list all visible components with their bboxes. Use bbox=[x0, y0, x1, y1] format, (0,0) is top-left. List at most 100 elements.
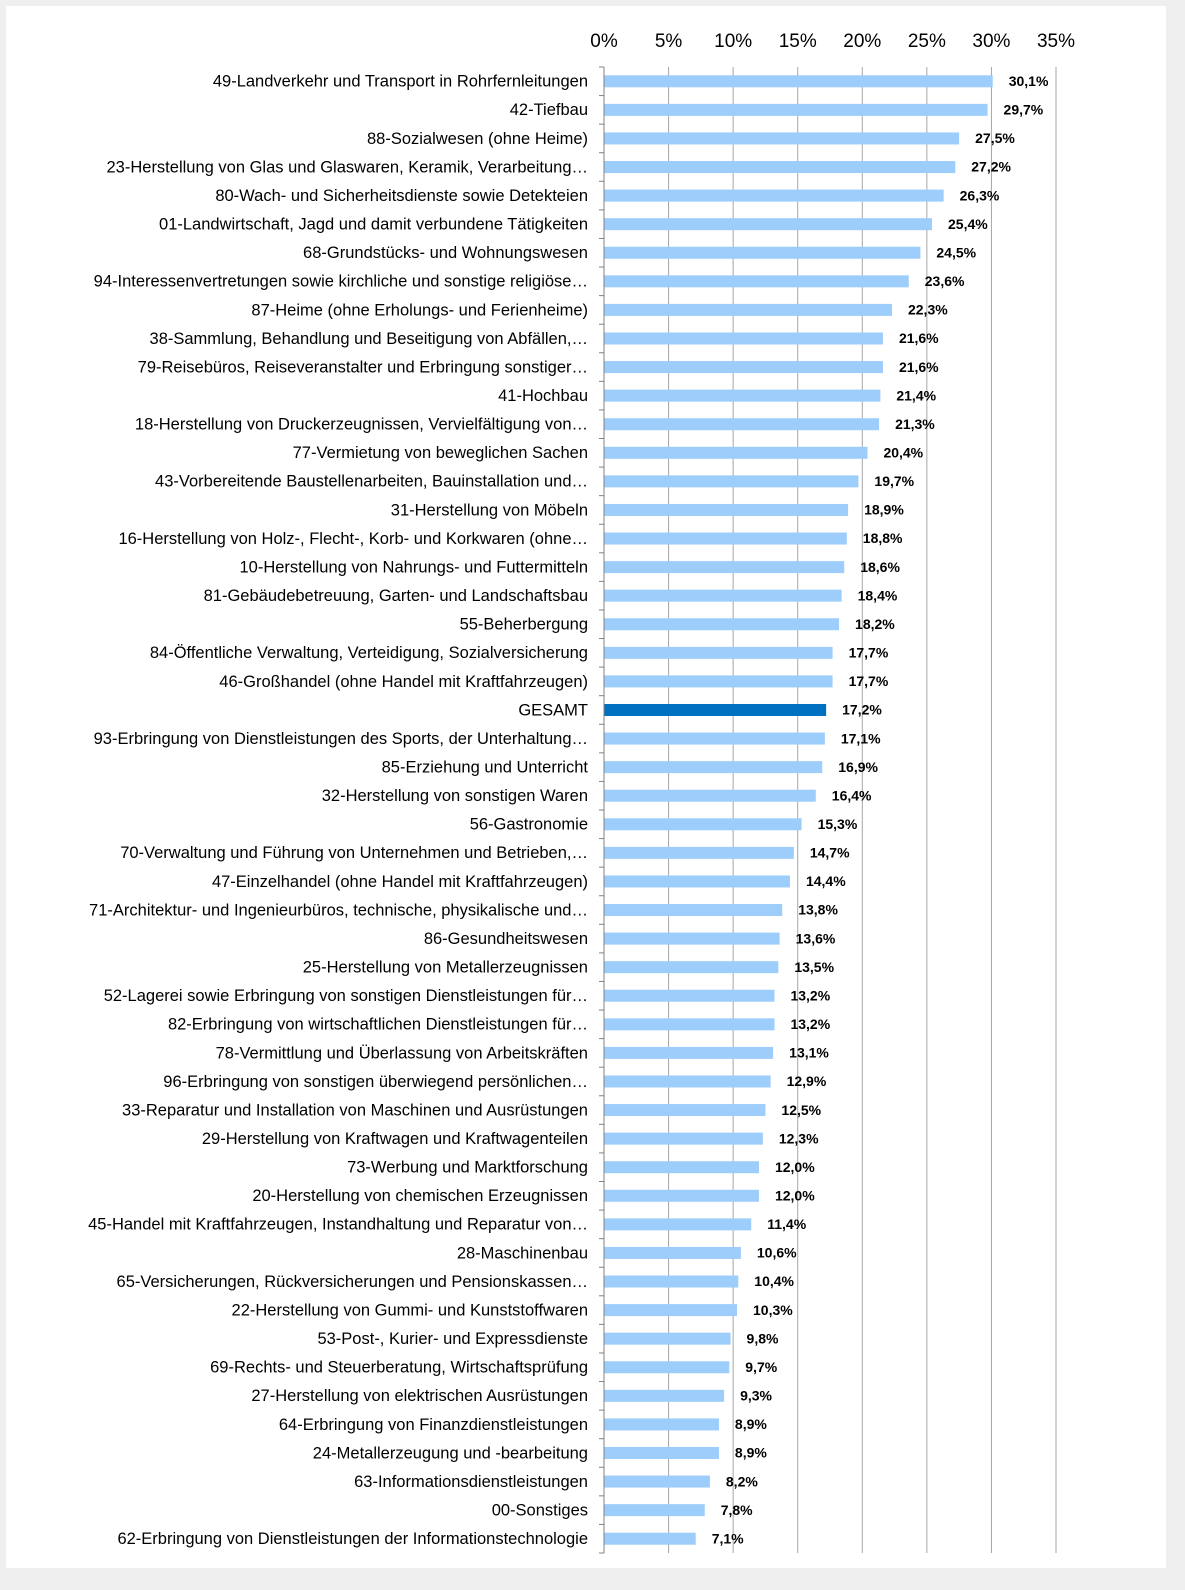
x-tick-label: 30% bbox=[972, 31, 1010, 52]
y-tick-label: 27-Herstellung von elektrischen Ausrüstu… bbox=[251, 1387, 588, 1405]
y-tick-label: 64-Erbringung von Finanzdienstleistungen bbox=[279, 1416, 588, 1434]
y-tick-label: 53-Post-, Kurier- und Expressdienste bbox=[317, 1330, 588, 1348]
bar bbox=[604, 1504, 705, 1517]
value-label: 17,7% bbox=[849, 645, 889, 661]
value-label: 10,3% bbox=[753, 1302, 793, 1318]
value-label: 12,5% bbox=[781, 1102, 821, 1118]
y-tick-label: 78-Vermittlung und Überlassung von Arbei… bbox=[216, 1044, 588, 1062]
y-tick-label: 22-Herstellung von Gummi- und Kunststoff… bbox=[232, 1301, 588, 1319]
value-label: 20,4% bbox=[883, 444, 923, 460]
y-tick-label: 85-Erziehung und Unterricht bbox=[382, 758, 589, 776]
value-label: 18,9% bbox=[864, 502, 904, 518]
y-tick-label: 87-Heime (ohne Erholungs- und Ferienheim… bbox=[251, 301, 588, 319]
x-tick-label: 35% bbox=[1037, 31, 1075, 52]
y-tick-label: GESAMT bbox=[518, 701, 588, 719]
value-label: 9,8% bbox=[747, 1330, 779, 1346]
bar bbox=[604, 732, 825, 745]
y-tick-label: 73-Werbung und Marktforschung bbox=[347, 1159, 588, 1177]
value-label: 9,7% bbox=[745, 1359, 777, 1375]
bar bbox=[604, 503, 849, 516]
y-tick-label: 33-Reparatur und Installation von Maschi… bbox=[122, 1101, 588, 1119]
value-label: 8,2% bbox=[726, 1473, 758, 1489]
y-tick-label: 93-Erbringung von Dienstleistungen des S… bbox=[94, 730, 588, 748]
bar bbox=[604, 1275, 739, 1288]
bar bbox=[604, 189, 944, 202]
y-tick-label: 20-Herstellung von chemischen Erzeugniss… bbox=[252, 1187, 588, 1205]
value-label: 22,3% bbox=[908, 302, 948, 318]
y-tick-label: 52-Lagerei sowie Erbringung von sonstige… bbox=[104, 987, 588, 1005]
y-tick-label: 81-Gebäudebetreuung, Garten- und Landsch… bbox=[204, 587, 588, 605]
y-tick-label: 24-Metallerzeugung und -bearbeitung bbox=[313, 1444, 588, 1462]
bar bbox=[604, 446, 868, 459]
x-tick-label: 5% bbox=[655, 31, 683, 52]
value-label: 12,0% bbox=[775, 1159, 815, 1175]
bar bbox=[604, 961, 779, 974]
bar bbox=[604, 703, 827, 716]
bar bbox=[604, 789, 816, 802]
y-tick-label: 00-Sonstiges bbox=[492, 1501, 588, 1519]
y-tick-label: 69-Rechts- und Steuerberatung, Wirtschaf… bbox=[210, 1359, 588, 1377]
bar bbox=[604, 389, 881, 402]
y-tick-label: 96-Erbringung von sonstigen überwiegend … bbox=[163, 1073, 588, 1091]
value-label: 16,4% bbox=[832, 787, 872, 803]
y-tick-label: 43-Vorbereitende Baustellenarbeiten, Bau… bbox=[155, 473, 588, 491]
bar bbox=[604, 561, 845, 574]
value-label: 12,0% bbox=[775, 1187, 815, 1203]
bar bbox=[604, 1132, 763, 1145]
bar bbox=[604, 761, 823, 774]
value-label: 13,1% bbox=[789, 1045, 829, 1061]
value-label: 21,4% bbox=[896, 387, 936, 403]
value-label: 19,7% bbox=[874, 473, 914, 489]
bar bbox=[604, 1446, 719, 1459]
bar bbox=[604, 275, 909, 288]
value-label: 26,3% bbox=[960, 187, 1000, 203]
y-tick-label: 84-Öffentliche Verwaltung, Verteidigung,… bbox=[150, 644, 588, 662]
value-label: 27,2% bbox=[971, 159, 1011, 175]
bar bbox=[604, 75, 993, 88]
value-label: 9,3% bbox=[740, 1388, 772, 1404]
value-label: 18,4% bbox=[858, 587, 898, 603]
y-tick-label: 68-Grundstücks- und Wohnungswesen bbox=[303, 244, 588, 262]
bar bbox=[604, 1218, 752, 1231]
value-label: 13,2% bbox=[790, 987, 830, 1003]
value-label: 18,6% bbox=[860, 559, 900, 575]
plot-background bbox=[6, 6, 1166, 1568]
y-tick-label: 80-Wach- und Sicherheitsdienste sowie De… bbox=[215, 187, 588, 205]
bar bbox=[604, 161, 956, 174]
bar bbox=[604, 932, 780, 945]
bar bbox=[604, 361, 883, 374]
bar bbox=[604, 618, 840, 631]
value-label: 24,5% bbox=[936, 244, 976, 260]
y-tick-label: 49-Landverkehr und Transport in Rohrfern… bbox=[213, 73, 588, 91]
y-tick-label: 16-Herstellung von Holz-, Flecht-, Korb-… bbox=[118, 530, 588, 548]
x-tick-label: 0% bbox=[590, 31, 618, 52]
bar bbox=[604, 989, 775, 1002]
y-tick-label: 71-Architektur- und Ingenieurbüros, tech… bbox=[89, 901, 588, 919]
value-label: 21,3% bbox=[895, 416, 935, 432]
value-label: 12,3% bbox=[779, 1130, 819, 1146]
y-tick-label: 28-Maschinenbau bbox=[457, 1244, 588, 1262]
y-tick-label: 79-Reisebüros, Reiseveranstalter und Erb… bbox=[138, 358, 588, 376]
value-label: 21,6% bbox=[899, 330, 939, 346]
bar bbox=[604, 1361, 730, 1374]
value-label: 7,1% bbox=[712, 1530, 744, 1546]
y-tick-label: 47-Einzelhandel (ohne Handel mit Kraftfa… bbox=[212, 873, 588, 891]
value-label: 13,8% bbox=[798, 902, 838, 918]
bar bbox=[604, 1389, 725, 1402]
y-tick-label: 62-Erbringung von Dienstleistungen der I… bbox=[117, 1530, 588, 1548]
y-tick-label: 82-Erbringung von wirtschaftlichen Diens… bbox=[168, 1016, 588, 1034]
bar bbox=[604, 475, 859, 488]
x-tick-label: 15% bbox=[779, 31, 817, 52]
bar bbox=[604, 332, 883, 345]
bar bbox=[604, 646, 833, 659]
value-label: 18,8% bbox=[863, 530, 903, 546]
bar bbox=[604, 846, 794, 859]
x-tick-label: 20% bbox=[843, 31, 881, 52]
bar bbox=[604, 132, 960, 145]
y-tick-label: 42-Tiefbau bbox=[510, 101, 588, 119]
y-tick-label: 65-Versicherungen, Rückversicherungen un… bbox=[117, 1273, 588, 1291]
x-tick-label: 25% bbox=[908, 31, 946, 52]
bar bbox=[604, 675, 833, 688]
value-label: 27,5% bbox=[975, 130, 1015, 146]
bar bbox=[604, 1104, 766, 1117]
